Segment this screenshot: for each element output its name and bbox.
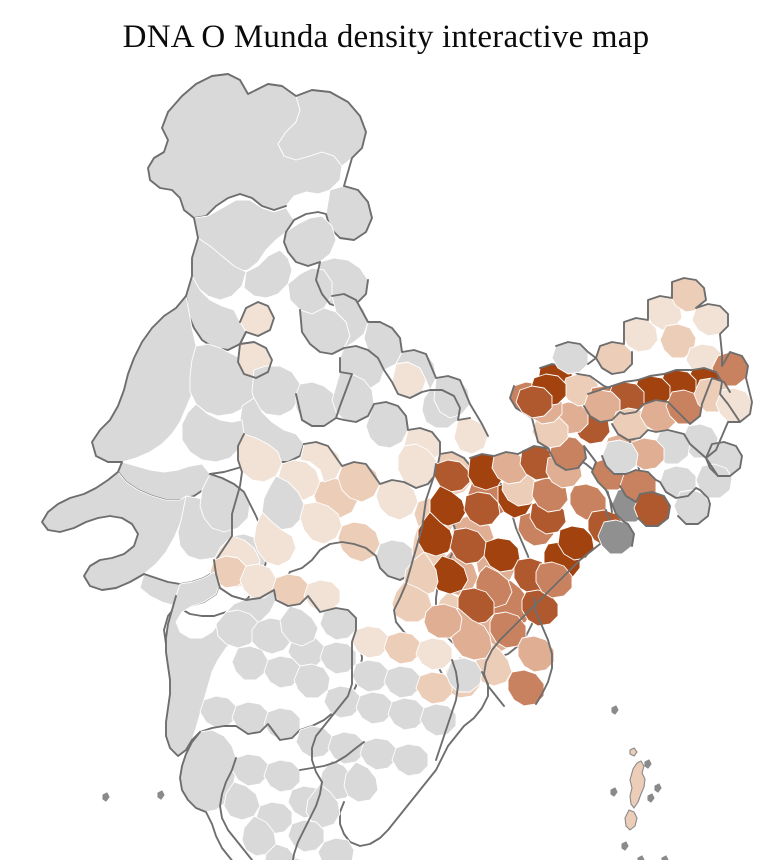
india-choropleth-map[interactable]: [0, 60, 772, 860]
region-northeast-india[interactable]: [555, 277, 753, 527]
region-north-plains[interactable]: [185, 199, 369, 351]
region-south-peninsula[interactable]: [179, 729, 365, 860]
region-jammu-kashmir[interactable]: [147, 73, 373, 241]
region-maharashtra[interactable]: [165, 555, 363, 757]
page-title: DNA O Munda density interactive map: [122, 19, 650, 55]
region-andaman-nicobar-islands[interactable]: [102, 705, 669, 860]
region-jharkhand-odisha-hotspot[interactable]: [391, 445, 625, 707]
region-uttar-pradesh[interactable]: [295, 293, 489, 465]
region-north-bengal-neck[interactable]: [515, 341, 589, 419]
region-rajasthan[interactable]: [91, 295, 305, 501]
region-telangana-andhra[interactable]: [295, 625, 489, 847]
